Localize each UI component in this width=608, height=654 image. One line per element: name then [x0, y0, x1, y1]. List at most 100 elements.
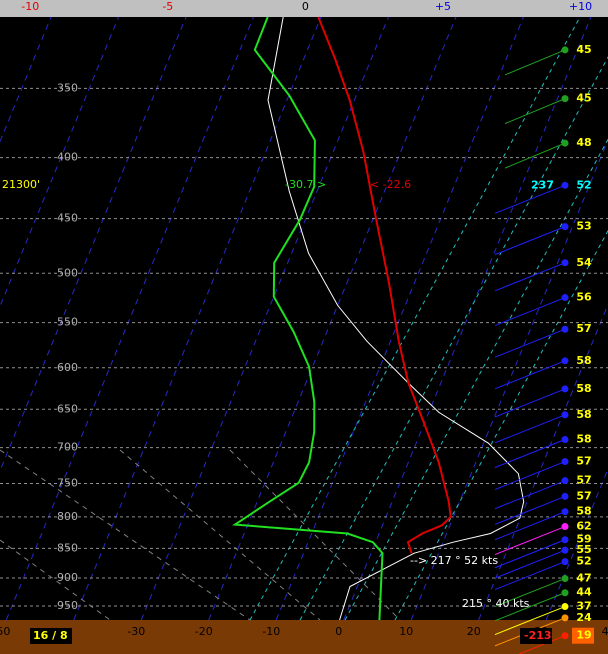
x-tick-label: -20 [195, 625, 213, 638]
annotation: 21300' [2, 178, 40, 191]
wind-dot [561, 95, 569, 103]
mixing-ratio-line [344, 138, 608, 621]
wind-speed-label: 57 [576, 322, 591, 335]
x-tick-label: 0 [335, 625, 342, 638]
annotation: -30.7 > [285, 178, 326, 191]
wind-dot [561, 435, 569, 443]
adiabat [0, 539, 111, 621]
wind-speed-label: 24 [576, 611, 592, 624]
annotation: 16 / 8 [33, 629, 68, 642]
wind-dot [561, 603, 569, 611]
mixing-ratio-line [299, 56, 608, 621]
wind-speed-label: 53 [576, 220, 591, 233]
bottom-bar [0, 620, 608, 654]
temperature-line [317, 16, 452, 554]
wind-barb [504, 142, 566, 169]
wind-dot [561, 546, 569, 554]
wind-speed-label: 19 [576, 629, 591, 642]
wind-barb [494, 414, 566, 444]
wind-barb [494, 606, 566, 636]
isotherm [0, 16, 120, 308]
wind-barb [494, 561, 566, 591]
wind-speed-label: 57 [576, 474, 591, 487]
wind-barb [494, 388, 566, 418]
pressure-label: 350 [57, 81, 78, 94]
pressure-label: 400 [57, 151, 78, 164]
wind-barb [504, 98, 566, 125]
annotation: -213 [524, 629, 552, 642]
wind-barb [494, 511, 566, 541]
wind-barb [494, 226, 566, 256]
wind-speed-label: 47 [576, 572, 591, 585]
isotherm [275, 16, 524, 621]
wind-dot [561, 411, 569, 419]
wind-speed-label: 58 [576, 354, 591, 367]
wind-speed-label: 57 [576, 489, 591, 502]
mixing-ratio-line [394, 229, 608, 621]
pressure-label: 950 [57, 599, 78, 612]
isotherm [0, 16, 187, 473]
wind-dot [561, 536, 569, 544]
wind-dot [561, 614, 569, 622]
annotation: --> 217 ° 52 kts [410, 554, 498, 567]
pressure-label: 650 [57, 402, 78, 415]
isotherm [140, 16, 389, 621]
wind-speed-label: 45 [576, 92, 591, 105]
wind-barb [494, 328, 566, 358]
wind-barb [517, 635, 566, 654]
wind-dot [561, 294, 569, 302]
wind-barb [494, 297, 566, 327]
pressure-label: 500 [57, 266, 78, 279]
wind-dot [561, 181, 569, 189]
top-tick-label: 0 [302, 0, 309, 13]
isotherm [5, 16, 254, 621]
top-bar [0, 0, 608, 17]
annotation-box [30, 628, 72, 644]
wind-barb [494, 592, 566, 622]
wind-dot [561, 325, 569, 333]
wind-speed-label: 54 [576, 256, 592, 269]
pressure-label: 850 [57, 541, 78, 554]
x-tick-label: -10 [262, 625, 280, 638]
wind-speed-label: 62 [576, 520, 591, 533]
wind-barb [494, 549, 566, 579]
parcel-line [267, 16, 525, 621]
wind-speed-label: 57 [576, 455, 591, 468]
wind-barb [494, 461, 566, 491]
wind-speed-label: 58 [576, 505, 591, 518]
wind-speed-label: 58 [576, 408, 591, 421]
wind-barb [494, 480, 566, 510]
wind-dot [561, 357, 569, 365]
wind-speed-label: 37 [576, 600, 591, 613]
wind-dot [561, 477, 569, 485]
adiabat [229, 449, 401, 621]
wind-dot [561, 139, 569, 147]
wind-barb [494, 495, 566, 525]
x-tick-label: 10 [399, 625, 413, 638]
x-tick-label: -30 [127, 625, 145, 638]
wind-speed-label: 48 [576, 136, 591, 149]
adiabat [0, 449, 251, 621]
wind-speed-label: 58 [576, 432, 591, 445]
wind-dot [561, 223, 569, 231]
wind-barb [504, 49, 566, 76]
wind-speed-label: 58 [576, 382, 591, 395]
wind-speed-label: 55 [576, 543, 591, 556]
pressure-label: 800 [57, 510, 78, 523]
wind-dot [561, 589, 569, 597]
wind-dot [561, 46, 569, 54]
wind-barb [494, 526, 566, 556]
pressure-label: 900 [57, 571, 78, 584]
wind-dot [561, 385, 569, 393]
speed-box [572, 627, 594, 644]
isotherm [0, 16, 52, 143]
wind-dot [561, 492, 569, 500]
top-tick-label: +10 [569, 0, 592, 13]
wind-dot [561, 575, 569, 583]
wind-speed-label: 52 [576, 555, 591, 568]
isotherm [73, 16, 322, 621]
pressure-label: 750 [57, 476, 78, 489]
x-tick-label: 20 [467, 625, 481, 638]
